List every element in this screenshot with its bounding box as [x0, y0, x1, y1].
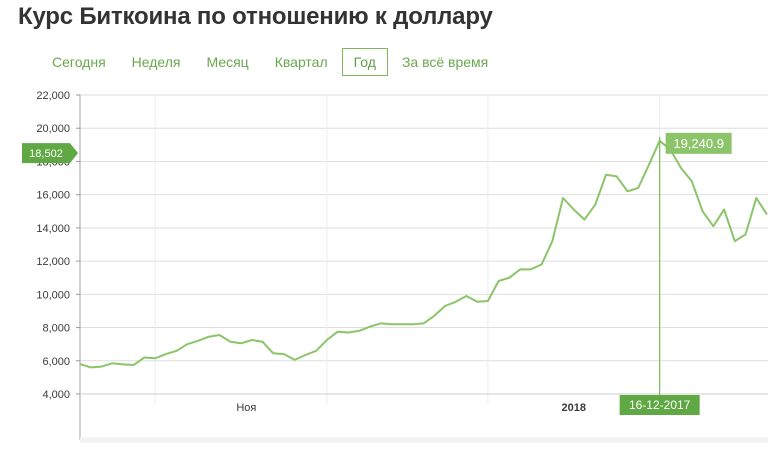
current-price-label: 18,502 [29, 148, 63, 160]
x-tick-label: 2018 [562, 402, 586, 414]
page-title: Курс Биткоина по отношению к доллару [18, 3, 493, 30]
y-tick-label: 22,000 [36, 90, 70, 102]
y-tick-label: 16,000 [36, 190, 70, 202]
tab-all-time[interactable]: За всё время [401, 54, 489, 70]
tab-year[interactable]: Год [341, 48, 388, 76]
chart-grid [80, 94, 768, 404]
y-axis: 22,00020,00018,00016,00014,00012,00010,0… [36, 90, 81, 440]
current-price-flag: 18,502 [22, 143, 78, 164]
tab-quarter[interactable]: Квартал [274, 54, 328, 70]
x-tick-label: Ноя [236, 402, 256, 414]
tooltip-value-box: 19,240.9 [665, 132, 732, 154]
tooltip-date-label: 16-12-2017 [629, 398, 691, 412]
y-tick-label: 6,000 [42, 356, 70, 368]
y-tick-label: 8,000 [42, 323, 70, 335]
price-series-line [79, 139, 768, 369]
price-chart[interactable]: 22,00020,00018,00016,00014,00012,00010,0… [0, 85, 768, 451]
y-tick-label: 20,000 [36, 123, 70, 135]
tooltip-value-background [665, 132, 732, 154]
tooltip-value-label: 19,240.9 [673, 136, 724, 151]
period-tabs: Сегодня Неделя Месяц Квартал Год За всё … [40, 48, 502, 76]
tab-month[interactable]: Месяц [206, 54, 249, 70]
x-axis: Ноя 2018 [80, 393, 768, 414]
chart-scrollbar[interactable] [80, 437, 768, 443]
tab-today[interactable]: Сегодня [52, 54, 106, 70]
tab-week[interactable]: Неделя [131, 54, 181, 70]
tooltip-date-box: 16-12-2017 [619, 395, 700, 415]
current-price-flag-shape [22, 143, 78, 164]
y-tick-label: 10,000 [36, 289, 70, 301]
y-tick-label: 4,000 [42, 389, 70, 401]
y-tick-label: 12,000 [36, 256, 70, 268]
tooltip-date-background [619, 395, 700, 415]
y-tick-label: 14,000 [36, 223, 70, 235]
